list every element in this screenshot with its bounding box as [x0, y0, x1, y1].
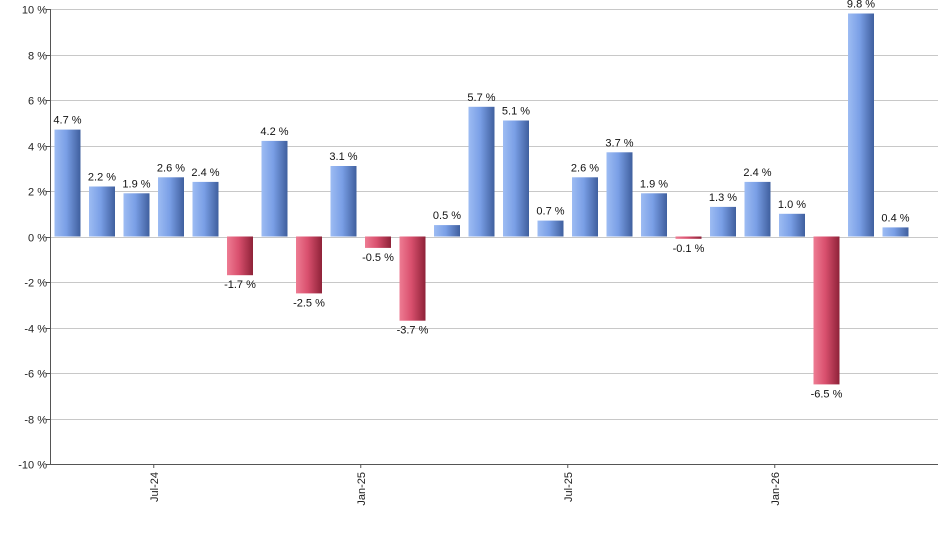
- bar-value-label: 0.4 %: [881, 212, 909, 224]
- bars: [54, 13, 909, 385]
- bar: [330, 166, 357, 237]
- y-tick-label: 0 %: [28, 233, 47, 245]
- bar: [813, 236, 840, 385]
- bar: [503, 120, 529, 237]
- bar-value-label: 2.6 %: [571, 162, 599, 174]
- y-tick-label: 6 %: [28, 96, 47, 108]
- bar-value-label: 0.5 %: [433, 210, 461, 222]
- axes: 10 % 8 % 6 % 4 % 2 % 0 % -2 % -4 % -6 % -8 % -10 %…: [18, 5, 938, 506]
- bar: [399, 236, 426, 321]
- bar-value-label: 4.7 %: [53, 115, 81, 127]
- gridlines: [50, 9, 938, 465]
- y-tick-label: -2 %: [24, 278, 47, 290]
- y-tick-label: 2 %: [28, 187, 47, 199]
- bar-value-label: 2.4 %: [191, 167, 219, 179]
- bar: [296, 236, 322, 294]
- bar-value-label: 1.9 %: [122, 178, 150, 190]
- bar-value-label: 5.1 %: [502, 106, 530, 118]
- bar-value-label: -2.5 %: [293, 297, 325, 309]
- y-tick-label: -10 %: [18, 460, 47, 472]
- bar-value-label: 2.6 %: [157, 162, 185, 174]
- y-tick-label: -6 %: [24, 369, 47, 381]
- bar-value-label: 2.2 %: [88, 172, 116, 184]
- bar-value-label: 5.7 %: [467, 92, 495, 104]
- bar: [848, 13, 874, 237]
- bar: [89, 186, 115, 237]
- bar-value-label: 2.4 %: [743, 167, 771, 179]
- bar: [261, 140, 288, 237]
- bar: [158, 177, 184, 237]
- bar: [675, 236, 702, 239]
- x-tick-label: Jul-24: [149, 472, 161, 502]
- bar: [882, 227, 909, 237]
- y-tick-label: 4 %: [28, 142, 47, 154]
- x-tick-label: Jan-26: [770, 472, 782, 506]
- bar: [537, 220, 564, 237]
- data-labels: 4.7 % 2.2 % 1.9 % 2.6 % 2.4 % -1.7 % 4.2 % -2.5…: [53, 0, 909, 400]
- bar-value-label: -0.5 %: [362, 252, 394, 264]
- y-tick-label: -4 %: [24, 324, 47, 336]
- bar: [572, 177, 598, 237]
- bar-value-label: -1.7 %: [224, 279, 256, 291]
- bar: [606, 152, 633, 237]
- bar: [54, 129, 81, 237]
- bar: [641, 193, 667, 237]
- bar: [779, 213, 805, 237]
- bar-value-label: 1.3 %: [709, 192, 737, 204]
- x-tick-label: Jul-25: [563, 472, 575, 502]
- bar-value-label: 1.9 %: [640, 178, 668, 190]
- bar-value-label: 4.2 %: [260, 126, 288, 138]
- bar-value-label: -0.1 %: [673, 243, 705, 255]
- y-tick-label: -8 %: [24, 415, 47, 427]
- bar-value-label: 9.8 %: [847, 0, 875, 11]
- bar: [434, 225, 460, 237]
- bar: [123, 193, 150, 237]
- bar-value-label: -3.7 %: [397, 325, 429, 337]
- bar-value-label: 1.0 %: [778, 199, 806, 211]
- x-tick-label: Jan-25: [356, 472, 368, 506]
- bar: [192, 181, 219, 237]
- bar: [744, 181, 771, 237]
- bar-value-label: 3.1 %: [329, 151, 357, 163]
- bar: [365, 236, 391, 248]
- bar: [227, 236, 253, 276]
- y-tick-label: 10 %: [22, 5, 47, 17]
- bar-value-label: 3.7 %: [605, 137, 633, 149]
- bar: [710, 206, 736, 237]
- bar-value-label: 0.7 %: [536, 206, 564, 218]
- bar-value-label: -6.5 %: [811, 388, 843, 400]
- bar: [468, 106, 495, 237]
- y-tick-label: 8 %: [28, 51, 47, 63]
